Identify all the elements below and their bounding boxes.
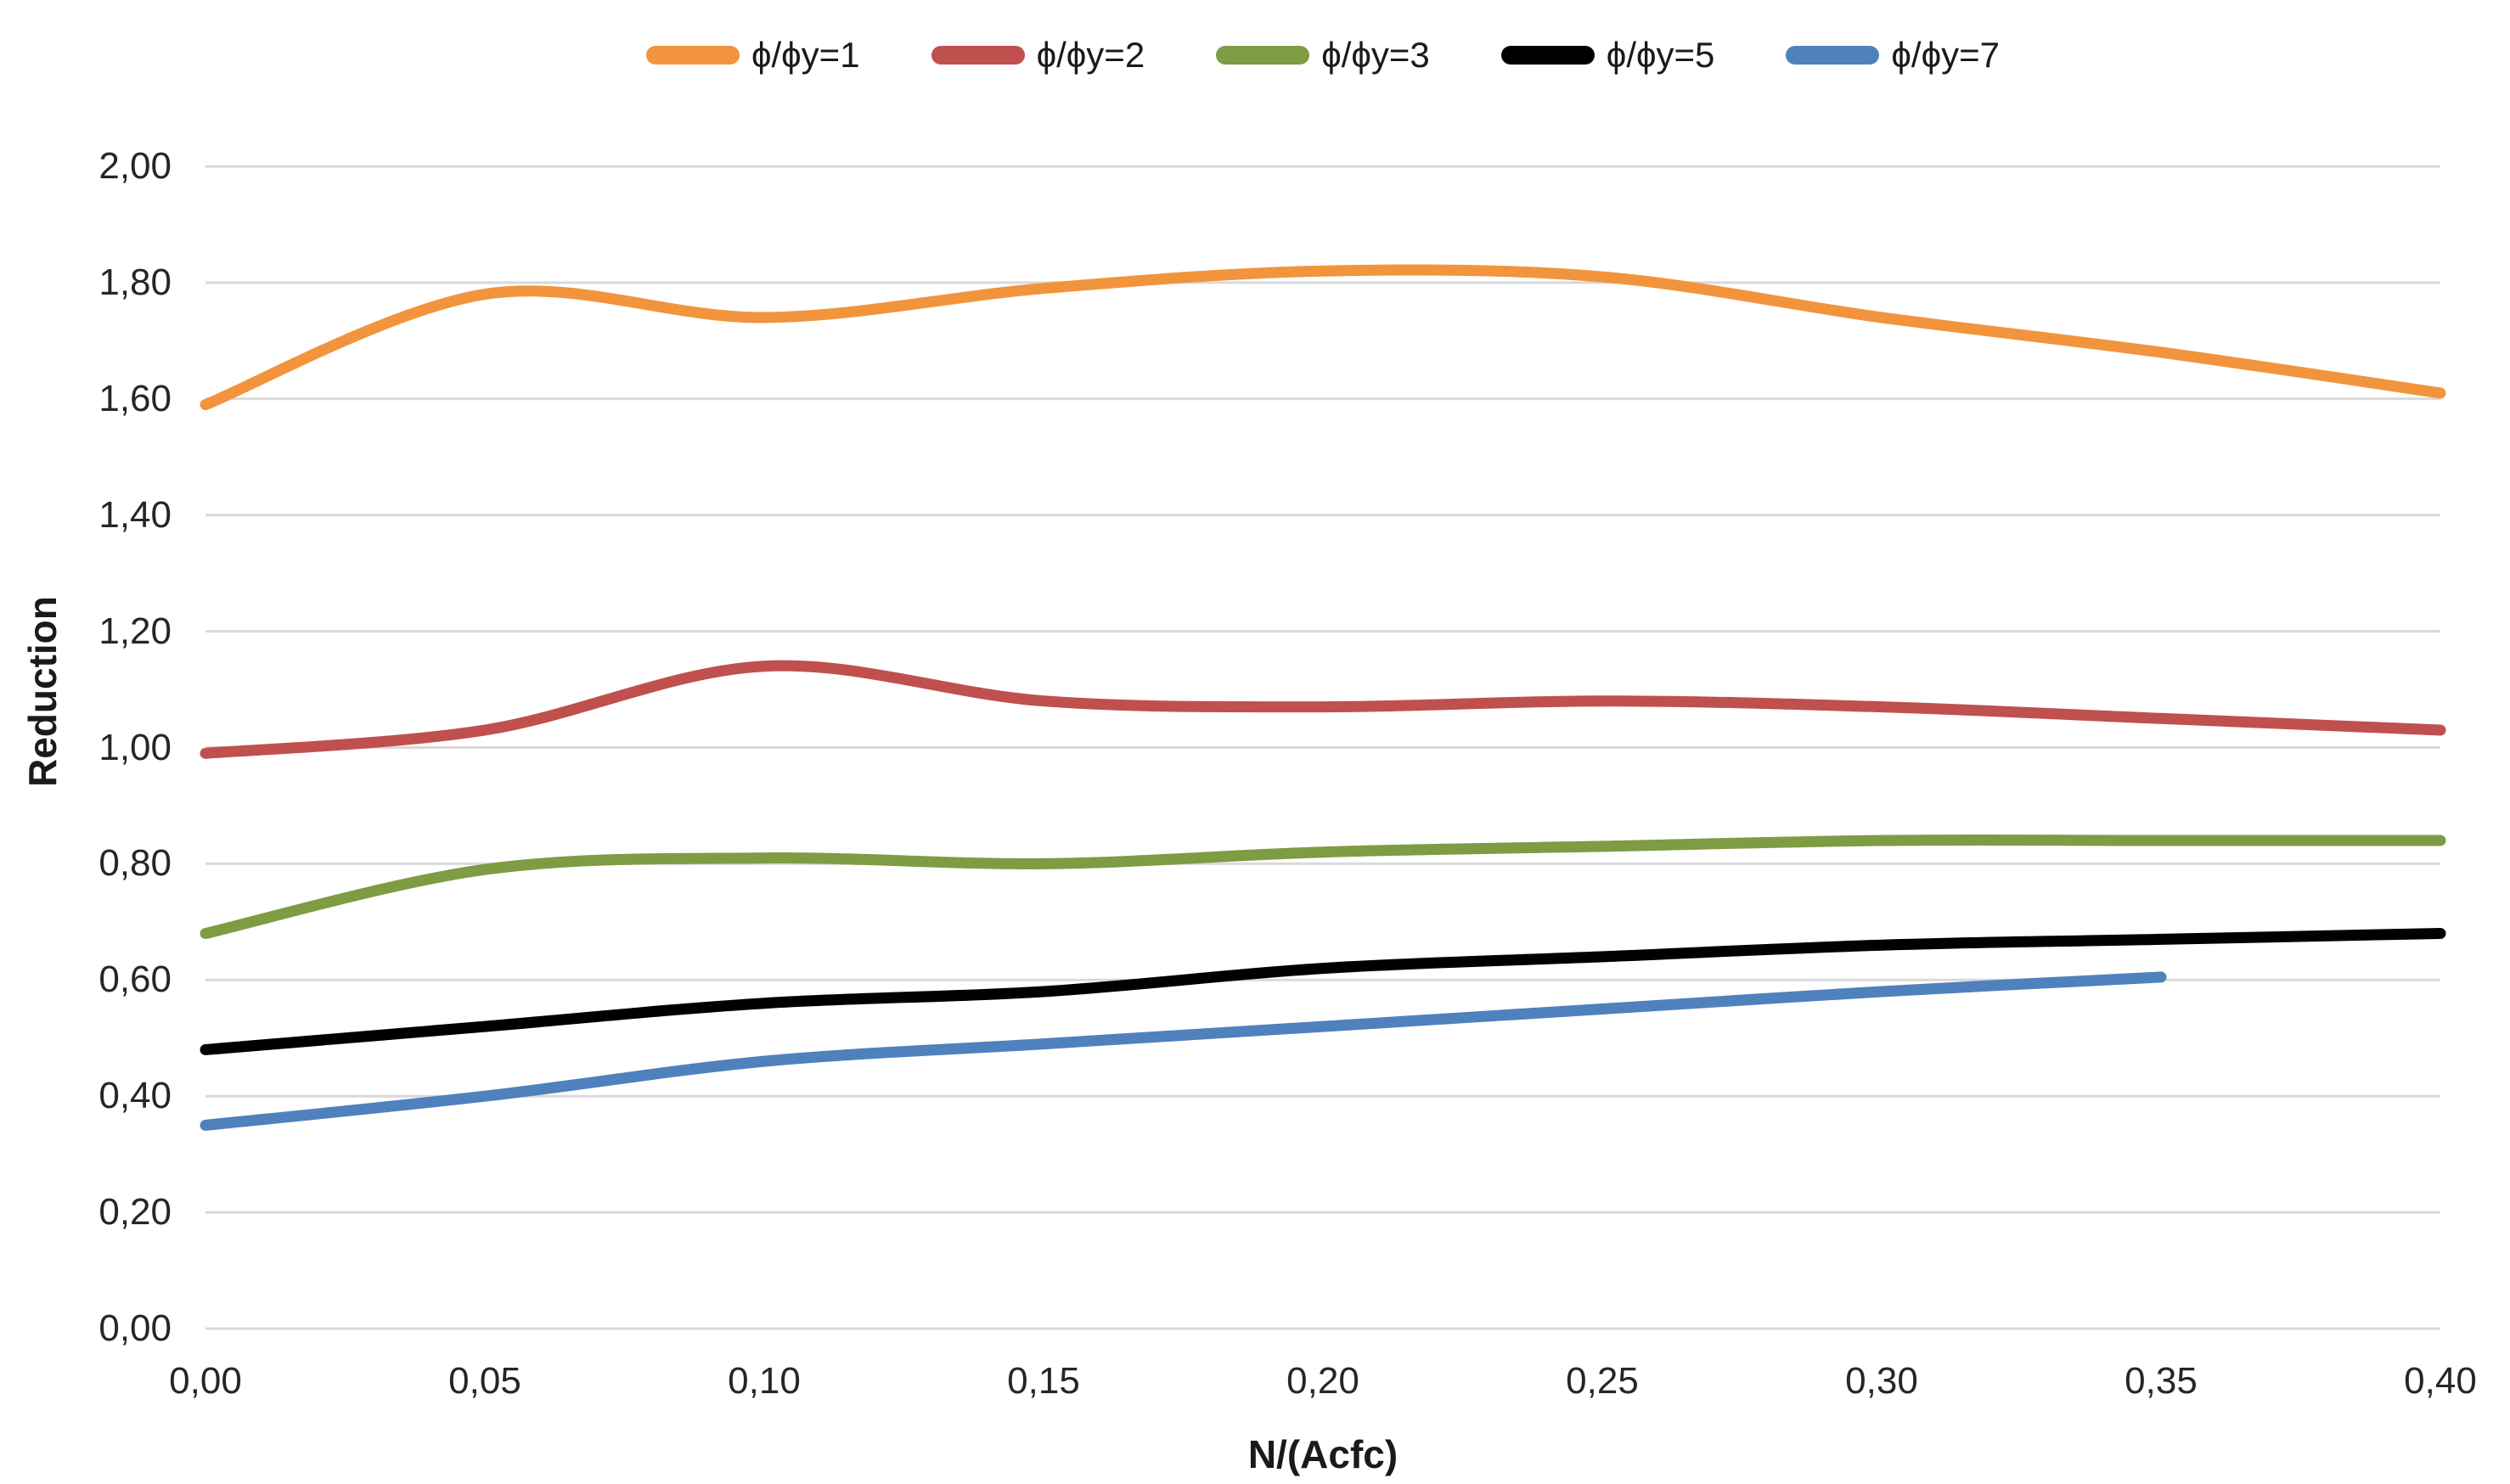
series-line-ϕ/ϕy=7 xyxy=(200,971,2167,1131)
y-tick-label: 0,80 xyxy=(98,842,172,885)
legend-swatch-icon xyxy=(931,46,1025,65)
legend-item: ϕ/ϕy=1 xyxy=(645,35,860,76)
x-tick-label: 0,15 xyxy=(1007,1360,1080,1402)
series-line-ϕ/ϕy=5 xyxy=(200,928,2446,1055)
y-tick-label: 1,00 xyxy=(98,726,172,768)
x-tick-label: 0,20 xyxy=(1286,1360,1359,1402)
y-axis-title: Reduction xyxy=(20,596,65,787)
legend-label: ϕ/ϕy=2 xyxy=(1036,35,1145,75)
y-tick-label: 2,00 xyxy=(98,145,172,187)
legend-swatch-icon xyxy=(1500,46,1595,65)
x-tick-label: 0,40 xyxy=(2404,1360,2477,1402)
legend: ϕ/ϕy=1 ϕ/ϕy=2 ϕ/ϕy=3 ϕ/ϕy=5 ϕ/ϕy=7 xyxy=(205,25,2440,85)
legend-item: ϕ/ϕy=7 xyxy=(1786,35,2000,76)
x-tick-label: 0,30 xyxy=(1845,1360,1918,1402)
x-tick-label: 0,25 xyxy=(1566,1360,1639,1402)
y-tick-label: 1,80 xyxy=(98,261,172,303)
x-axis-title: N/(Acfc) xyxy=(1247,1432,1399,1476)
y-tick-label: 0,40 xyxy=(98,1075,172,1117)
x-tick-label: 0,35 xyxy=(2124,1360,2198,1402)
x-tick-label: 0,10 xyxy=(728,1360,801,1402)
y-tick-label: 0,00 xyxy=(98,1307,172,1349)
legend-label: ϕ/ϕy=1 xyxy=(751,35,860,75)
series-line-ϕ/ϕy=1 xyxy=(200,264,2446,411)
y-tick-label: 0,60 xyxy=(98,958,172,1001)
series-line-ϕ/ϕy=3 xyxy=(200,835,2446,940)
legend-item: ϕ/ϕy=5 xyxy=(1500,35,1715,76)
y-tick-label: 1,40 xyxy=(98,493,172,536)
y-tick-label: 1,20 xyxy=(98,610,172,652)
y-tick-label: 0,20 xyxy=(98,1191,172,1234)
series-line-ϕ/ϕy=2 xyxy=(200,660,2446,759)
legend-label: ϕ/ϕy=7 xyxy=(1891,35,2001,75)
x-tick-label: 0,00 xyxy=(169,1360,242,1402)
legend-swatch-icon xyxy=(1786,46,1880,65)
legend-item: ϕ/ϕy=2 xyxy=(931,35,1145,76)
legend-label: ϕ/ϕy=3 xyxy=(1321,35,1430,75)
x-tick-label: 0,05 xyxy=(448,1360,521,1402)
legend-swatch-icon xyxy=(645,46,740,65)
legend-swatch-icon xyxy=(1216,46,1310,65)
legend-item: ϕ/ϕy=3 xyxy=(1216,35,1430,76)
y-tick-label: 1,60 xyxy=(98,377,172,419)
legend-label: ϕ/ϕy=5 xyxy=(1606,35,1715,75)
